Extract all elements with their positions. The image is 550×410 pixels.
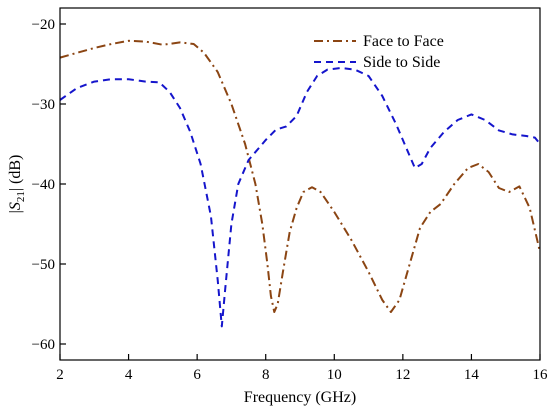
- plot-frame: [59, 7, 541, 361]
- x-tick-label-10: 10: [327, 367, 342, 383]
- x-tick-label-12: 12: [395, 367, 410, 383]
- y-tick-label--60: −60: [32, 337, 55, 353]
- x-tick-label-14: 14: [464, 367, 480, 383]
- x-tick-label-4: 4: [125, 367, 133, 383]
- x-tick-label-6: 6: [193, 367, 201, 383]
- legend-label-side-to-side: Side to Side: [363, 54, 440, 71]
- x-tick-label-16: 16: [533, 367, 549, 383]
- y-axis-label-prefix: |: [7, 210, 24, 213]
- x-axis-label: Frequency (GHz): [244, 389, 356, 406]
- y-axis-label-var: S: [7, 202, 24, 210]
- x-tick-label-8: 8: [262, 367, 270, 383]
- series-line-face-to-face: [59, 39, 541, 313]
- legend-label-face-to-face: Face to Face: [363, 33, 444, 50]
- x-tick-label-2: 2: [56, 367, 64, 383]
- legend: Face to Face Side to Side: [314, 33, 444, 71]
- y-tick-label--20: −20: [32, 17, 55, 33]
- y-tick-label--50: −50: [32, 257, 55, 273]
- ticks-layer: 2 4 6 8 10 12 14 16 −60 −50 −40 −30 −20: [32, 17, 548, 383]
- y-axis-label-suffix: | (dB): [7, 155, 24, 192]
- y-axis-label-sub: 21: [15, 191, 27, 202]
- series-line-side-to-side: [59, 67, 541, 328]
- y-tick-label--40: −40: [32, 177, 55, 193]
- y-tick-label--30: −30: [32, 97, 55, 113]
- series-layer: [59, 39, 541, 328]
- y-axis-label: |S21| (dB): [7, 155, 27, 214]
